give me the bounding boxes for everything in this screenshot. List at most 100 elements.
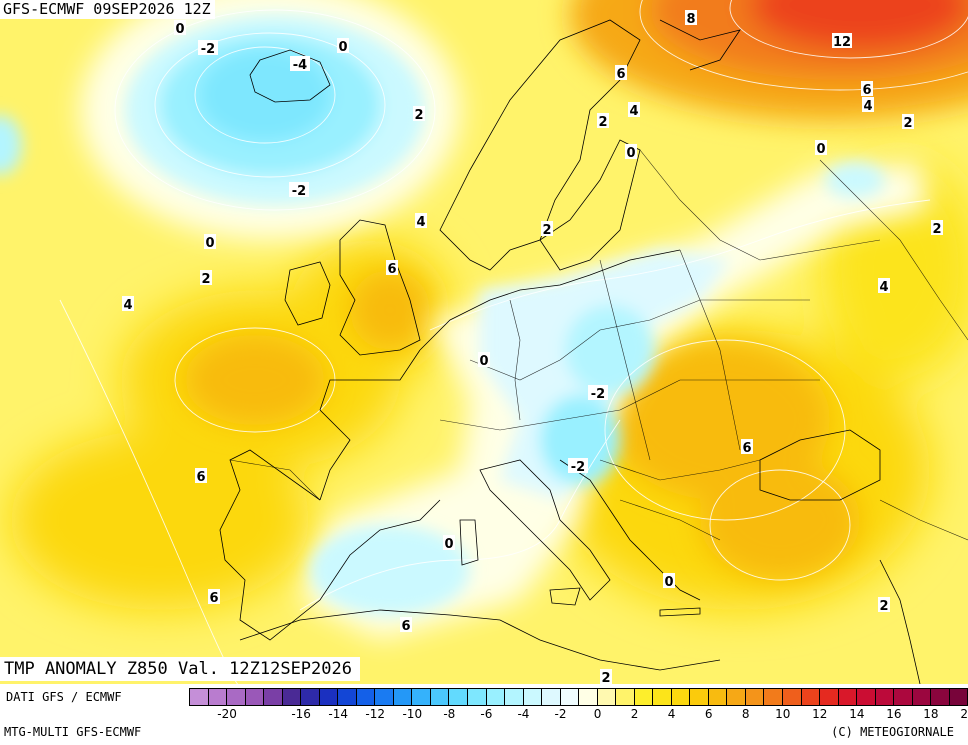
contour-label-bg: [902, 114, 914, 129]
scale-tick-label: 16: [886, 707, 902, 721]
contour-value-label: -2: [571, 460, 585, 475]
color-scale-bar: [189, 688, 968, 706]
scale-tick-label: -16: [291, 707, 311, 721]
coast-iberia: [219, 449, 441, 641]
contour-label-bg: [195, 468, 207, 483]
cool-area-iceland-inner: [200, 50, 330, 140]
contour-value-label: 6: [401, 619, 410, 634]
coast-sardinia: [459, 519, 479, 566]
scale-cell: [856, 688, 876, 706]
contour-label-bg: [568, 458, 588, 473]
scale-tick-label: -2: [554, 707, 567, 721]
contour-value-labels: 0-2-402-202446864201264202240-26-2606062…: [122, 10, 943, 684]
scale-cell: [893, 688, 913, 706]
contour-label-bg: [413, 106, 425, 121]
contour-value-label: 2: [932, 222, 941, 237]
border-2: [439, 379, 820, 431]
border-6: [639, 149, 881, 261]
scale-cell: [800, 688, 821, 706]
scale-cell: [707, 688, 728, 706]
contour-label-bg: [400, 617, 412, 632]
contour-value-label: 6: [209, 591, 218, 606]
contour-balkans: [604, 339, 846, 521]
contour-value-label: -2: [591, 387, 605, 402]
scale-cell: [819, 688, 839, 706]
scale-cell: [726, 688, 746, 706]
scale-cell: [318, 688, 339, 706]
contour-value-label: 0: [444, 537, 453, 552]
scale-cell: [782, 688, 802, 706]
contour-value-label: -2: [201, 42, 215, 57]
contour-label-bg: [337, 38, 349, 53]
contour-value-label: 4: [629, 104, 638, 119]
coast-baltic: [539, 139, 641, 271]
scale-cell: [281, 688, 302, 706]
contour-value-label: -4: [293, 58, 307, 73]
border-11: [879, 499, 968, 541]
cool-area-western-edge: [0, 115, 22, 175]
contour-label-bg: [628, 102, 640, 117]
anomaly-field: [0, 0, 968, 684]
scale-tick-label: 12: [812, 707, 828, 721]
scale-cell: [615, 688, 635, 706]
scale-cell: [911, 688, 932, 706]
scale-cell: [652, 688, 672, 706]
copyright-label: (C) METEOGIORNALE: [831, 725, 954, 739]
contour-label-bg: [443, 535, 455, 550]
cool-area-russia: [825, 162, 885, 198]
border-5: [679, 249, 741, 451]
scale-cell: [763, 688, 783, 706]
contour-value-label: 2: [879, 599, 888, 614]
scale-cell: [263, 688, 283, 706]
coast-france-atlantic: [319, 349, 421, 501]
scale-cell: [874, 688, 895, 706]
contour-hot-2: [639, 0, 968, 91]
contour-value-label: 2: [903, 116, 912, 131]
contour-value-label: 6: [742, 441, 751, 456]
coast-ireland: [284, 261, 331, 326]
contour-hot-1: [729, 0, 968, 59]
contour-label-bg: [204, 234, 216, 249]
contour-label-bg: [122, 296, 134, 311]
warm-core-uk: [350, 270, 430, 350]
scale-cell: [485, 688, 506, 706]
coast-levant: [879, 559, 921, 684]
contour-value-label: 4: [879, 280, 888, 295]
contour-label-bg: [174, 20, 186, 35]
border-9: [619, 499, 721, 541]
contour-label-bg: [198, 40, 218, 55]
contour-greece: [709, 469, 851, 581]
scale-tick-label: -12: [365, 707, 386, 721]
contour-value-label: 0: [479, 354, 488, 369]
scale-tick-label: 6: [704, 707, 713, 721]
coast-black-sea: [759, 429, 881, 501]
coast-iceland: [249, 49, 331, 103]
border-4: [599, 259, 651, 461]
scale-cell: [837, 688, 858, 706]
country-borders: [229, 149, 968, 541]
scale-tick-label: 14: [849, 707, 865, 721]
scale-cell: [300, 688, 320, 706]
contour-value-label: 0: [205, 236, 214, 251]
contour-label-bg: [685, 10, 697, 25]
scale-cell: [670, 688, 691, 706]
scale-tick-label: 10: [775, 707, 791, 721]
scale-cell: [689, 688, 709, 706]
cool-area-adriatic: [540, 395, 620, 485]
contour-value-label: 0: [816, 142, 825, 157]
contour-value-label: 6: [616, 67, 625, 82]
contour-value-label: 0: [664, 575, 673, 590]
scale-tick-label: 8: [741, 707, 750, 721]
border-1: [469, 299, 810, 381]
scale-cell: [930, 688, 950, 706]
contour-lines: [59, 0, 968, 684]
contour-label-bg: [290, 56, 310, 71]
scale-cell: [466, 688, 487, 706]
map-title: TMP ANOMALY Z850 Val. 12Z12SEP2026: [0, 657, 360, 681]
contour-value-label: 4: [123, 298, 132, 313]
scale-tick-label: 20: [960, 707, 968, 721]
scale-tick-label: 18: [923, 707, 939, 721]
contour-value-label: 6: [196, 470, 205, 485]
contour-label-bg: [615, 65, 627, 80]
scale-cell: [207, 688, 228, 706]
